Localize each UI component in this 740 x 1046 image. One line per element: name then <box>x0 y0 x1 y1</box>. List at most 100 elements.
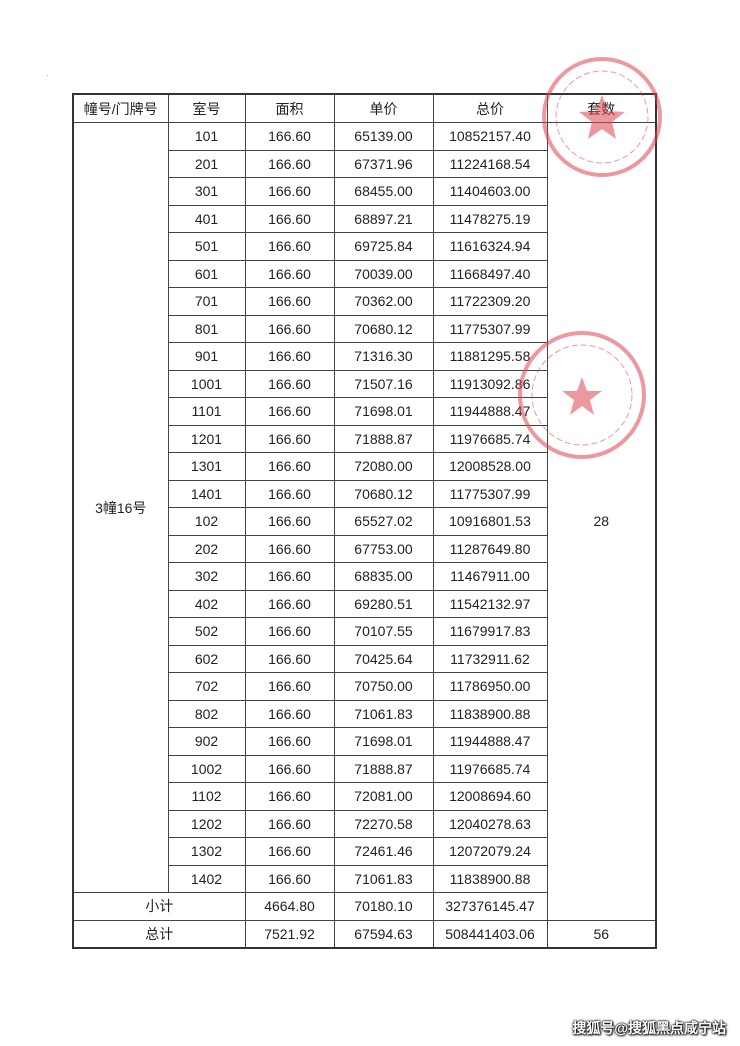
area-cell: 166.60 <box>244 864 335 893</box>
room-cell: 1002 <box>167 754 246 783</box>
unit-price-cell: 68897.21 <box>333 204 434 233</box>
unit-price-cell: 71698.01 <box>333 397 434 426</box>
room-cell: 1102 <box>167 782 246 811</box>
room-cell: 702 <box>167 672 246 701</box>
area-cell: 166.60 <box>244 782 335 811</box>
room-cell: 902 <box>167 727 246 756</box>
room-cell: 1202 <box>167 809 246 838</box>
total-price-cell: 11881295.58 <box>432 342 548 371</box>
subtotal-unit-price: 70180.10 <box>333 892 434 921</box>
watermark: 搜狐号@搜狐黑点咸宁站 <box>572 1020 726 1036</box>
table-row: 601 166.60 70039.00 11668497.40 <box>73 259 656 288</box>
area-cell: 166.60 <box>244 314 335 343</box>
unit-price-cell: 70039.00 <box>333 259 434 288</box>
area-cell: 166.60 <box>244 259 335 288</box>
unit-price-cell: 72461.46 <box>333 837 434 866</box>
unit-price-cell: 70425.64 <box>333 644 434 673</box>
area-cell: 166.60 <box>244 754 335 783</box>
total-total-price: 508441403.06 <box>432 919 548 949</box>
area-cell: 166.60 <box>244 617 335 646</box>
room-cell: 502 <box>167 617 246 646</box>
total-price-cell: 11722309.20 <box>432 287 548 316</box>
total-price-cell: 12072079.24 <box>432 837 548 866</box>
scan-speck: · <box>46 70 49 80</box>
table-row: 502 166.60 70107.55 11679917.83 <box>73 617 656 646</box>
total-row: 总计 7521.92 67594.63 508441403.06 56 <box>72 919 657 949</box>
total-price-cell: 12008528.00 <box>432 452 548 481</box>
units-count-cell: 28 <box>546 122 657 921</box>
area-cell: 166.60 <box>244 177 335 206</box>
total-price-cell: 11913092.86 <box>432 369 548 398</box>
total-unit-price: 67594.63 <box>333 919 434 949</box>
unit-price-cell: 69725.84 <box>333 232 434 261</box>
table-row: 801 166.60 70680.12 11775307.99 <box>73 314 656 343</box>
table-row: 3幢16号 101 166.60 65139.00 10852157.40 28 <box>72 122 657 921</box>
unit-price-cell: 71507.16 <box>333 369 434 398</box>
area-cell: 166.60 <box>244 369 335 398</box>
room-cell: 101 <box>167 122 246 151</box>
header-room: 室号 <box>167 93 246 123</box>
header-count: 套数 <box>546 93 657 123</box>
unit-price-cell: 71888.87 <box>333 754 434 783</box>
total-price-cell: 11786950.00 <box>432 672 548 701</box>
room-cell: 1001 <box>167 369 246 398</box>
total-price-cell: 10852157.40 <box>432 122 548 151</box>
table-row: 1402 166.60 71061.83 11838900.88 <box>73 864 656 893</box>
total-price-cell: 12040278.63 <box>432 809 548 838</box>
total-price-cell: 11224168.54 <box>432 149 548 178</box>
area-cell: 166.60 <box>244 837 335 866</box>
room-cell: 501 <box>167 232 246 261</box>
unit-price-cell: 67371.96 <box>333 149 434 178</box>
total-price-cell: 10916801.53 <box>432 507 548 536</box>
room-cell: 1301 <box>167 452 246 481</box>
total-price-cell: 11404603.00 <box>432 177 548 206</box>
table-row: 301 166.60 68455.00 11404603.00 <box>73 177 656 206</box>
unit-price-cell: 72081.00 <box>333 782 434 811</box>
room-cell: 1101 <box>167 397 246 426</box>
area-cell: 166.60 <box>244 479 335 508</box>
unit-price-cell: 71061.83 <box>333 699 434 728</box>
total-price-cell: 11944888.47 <box>432 397 548 426</box>
unit-price-cell: 70362.00 <box>333 287 434 316</box>
total-price-cell: 11976685.74 <box>432 424 548 453</box>
area-cell: 166.60 <box>244 534 335 563</box>
table-row: 1201 166.60 71888.87 11976685.74 <box>73 424 656 453</box>
total-price-cell: 11679917.83 <box>432 617 548 646</box>
total-price-cell: 11467911.00 <box>432 562 548 591</box>
table-row: 1401 166.60 70680.12 11775307.99 <box>73 479 656 508</box>
total-price-cell: 11542132.97 <box>432 589 548 618</box>
total-price-cell: 11775307.99 <box>432 479 548 508</box>
table-row: 701 166.60 70362.00 11722309.20 <box>73 287 656 316</box>
table-row: 401 166.60 68897.21 11478275.19 <box>73 204 656 233</box>
unit-price-cell: 68835.00 <box>333 562 434 591</box>
area-cell: 166.60 <box>244 287 335 316</box>
total-price-cell: 11838900.88 <box>432 864 548 893</box>
unit-price-cell: 70680.12 <box>333 479 434 508</box>
room-cell: 201 <box>167 149 246 178</box>
room-cell: 202 <box>167 534 246 563</box>
housing-price-table: 幢号/门牌号 室号 面积 单价 总价 套数 3幢16号 101 166.60 6513… <box>72 93 657 949</box>
area-cell: 166.60 <box>244 397 335 426</box>
header-row: 幢号/门牌号 室号 面积 单价 总价 套数 <box>72 93 657 123</box>
table-row: 1301 166.60 72080.00 12008528.00 <box>73 452 656 481</box>
subtotal-area: 4664.80 <box>244 892 335 921</box>
total-label: 总计 <box>72 919 246 949</box>
table-row: 1202 166.60 72270.58 12040278.63 <box>73 809 656 838</box>
area-cell: 166.60 <box>244 562 335 591</box>
header-building: 幢号/门牌号 <box>72 93 169 123</box>
building-cell: 3幢16号 <box>72 122 169 893</box>
table-row: 501 166.60 69725.84 11616324.94 <box>73 232 656 261</box>
area-cell: 166.60 <box>244 672 335 701</box>
room-cell: 102 <box>167 507 246 536</box>
table-row: 102 166.60 65527.02 10916801.53 <box>73 507 656 536</box>
total-area: 7521.92 <box>244 919 335 949</box>
table-body: 3幢16号 101 166.60 65139.00 10852157.40 28 201 16… <box>72 122 657 949</box>
table-row: 602 166.60 70425.64 11732911.62 <box>73 644 656 673</box>
header-area: 面积 <box>244 93 335 123</box>
area-cell: 166.60 <box>244 424 335 453</box>
unit-price-cell: 68455.00 <box>333 177 434 206</box>
total-price-cell: 11732911.62 <box>432 644 548 673</box>
room-cell: 1401 <box>167 479 246 508</box>
area-cell: 166.60 <box>244 122 335 151</box>
subtotal-row: 小计 4664.80 70180.10 327376145.47 <box>72 892 656 921</box>
